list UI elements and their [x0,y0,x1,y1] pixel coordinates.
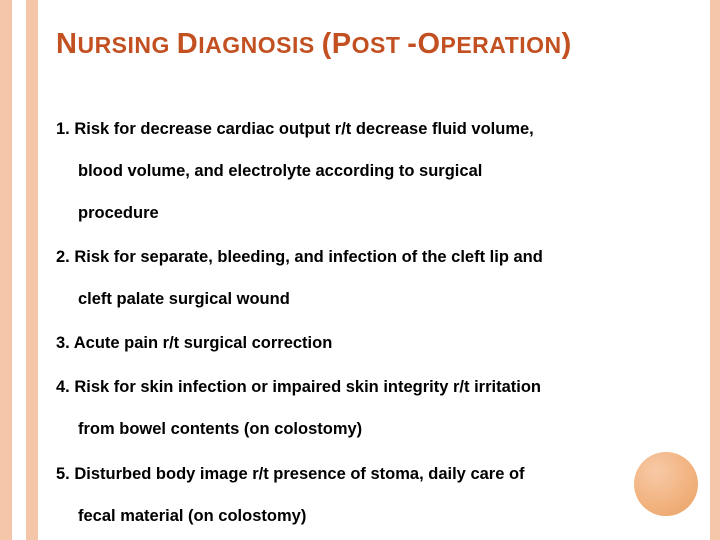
item-text: blood volume, and electrolyte according … [56,150,676,192]
title-part: ) [562,28,572,60]
title-part: OST [352,32,408,58]
item-text: 5. Disturbed body image r/t presence of … [56,465,525,483]
slide-title: NURSING DIAGNOSIS (POST -OPERATION) [56,28,572,61]
title-part: IAGNOSIS [198,32,321,58]
list-item: 1. Risk for decrease cardiac output r/t … [56,108,676,234]
title-part: URSING [77,32,176,58]
left-stripe-1 [0,0,12,540]
item-text: fecal material (on colostomy) [56,495,676,537]
item-text: 1. Risk for decrease cardiac output r/t … [56,120,534,138]
left-stripe-2 [26,0,38,540]
list-item: 4. Risk for skin infection or impaired s… [56,366,676,450]
title-part: (P [322,28,352,60]
list-item: 5. Disturbed body image r/t presence of … [56,453,676,537]
decorative-circle [634,452,698,516]
item-text: 3. Acute pain r/t surgical correction [56,334,332,352]
title-part: D [177,28,198,60]
item-text: 4. Risk for skin infection or impaired s… [56,378,541,396]
item-text: 2. Risk for separate, bleeding, and infe… [56,248,543,266]
list-item: 3. Acute pain r/t surgical correction [56,322,676,364]
content-list: 1. Risk for decrease cardiac output r/t … [56,108,676,539]
list-item: 2. Risk for separate, bleeding, and infe… [56,236,676,320]
item-text: from bowel contents (on colostomy) [56,408,676,450]
item-text: procedure [56,192,676,234]
title-part: N [56,28,77,60]
right-stripe [710,0,720,540]
title-part: PERATION [441,32,562,58]
title-part: -O [407,28,440,60]
item-text: cleft palate surgical wound [56,278,676,320]
